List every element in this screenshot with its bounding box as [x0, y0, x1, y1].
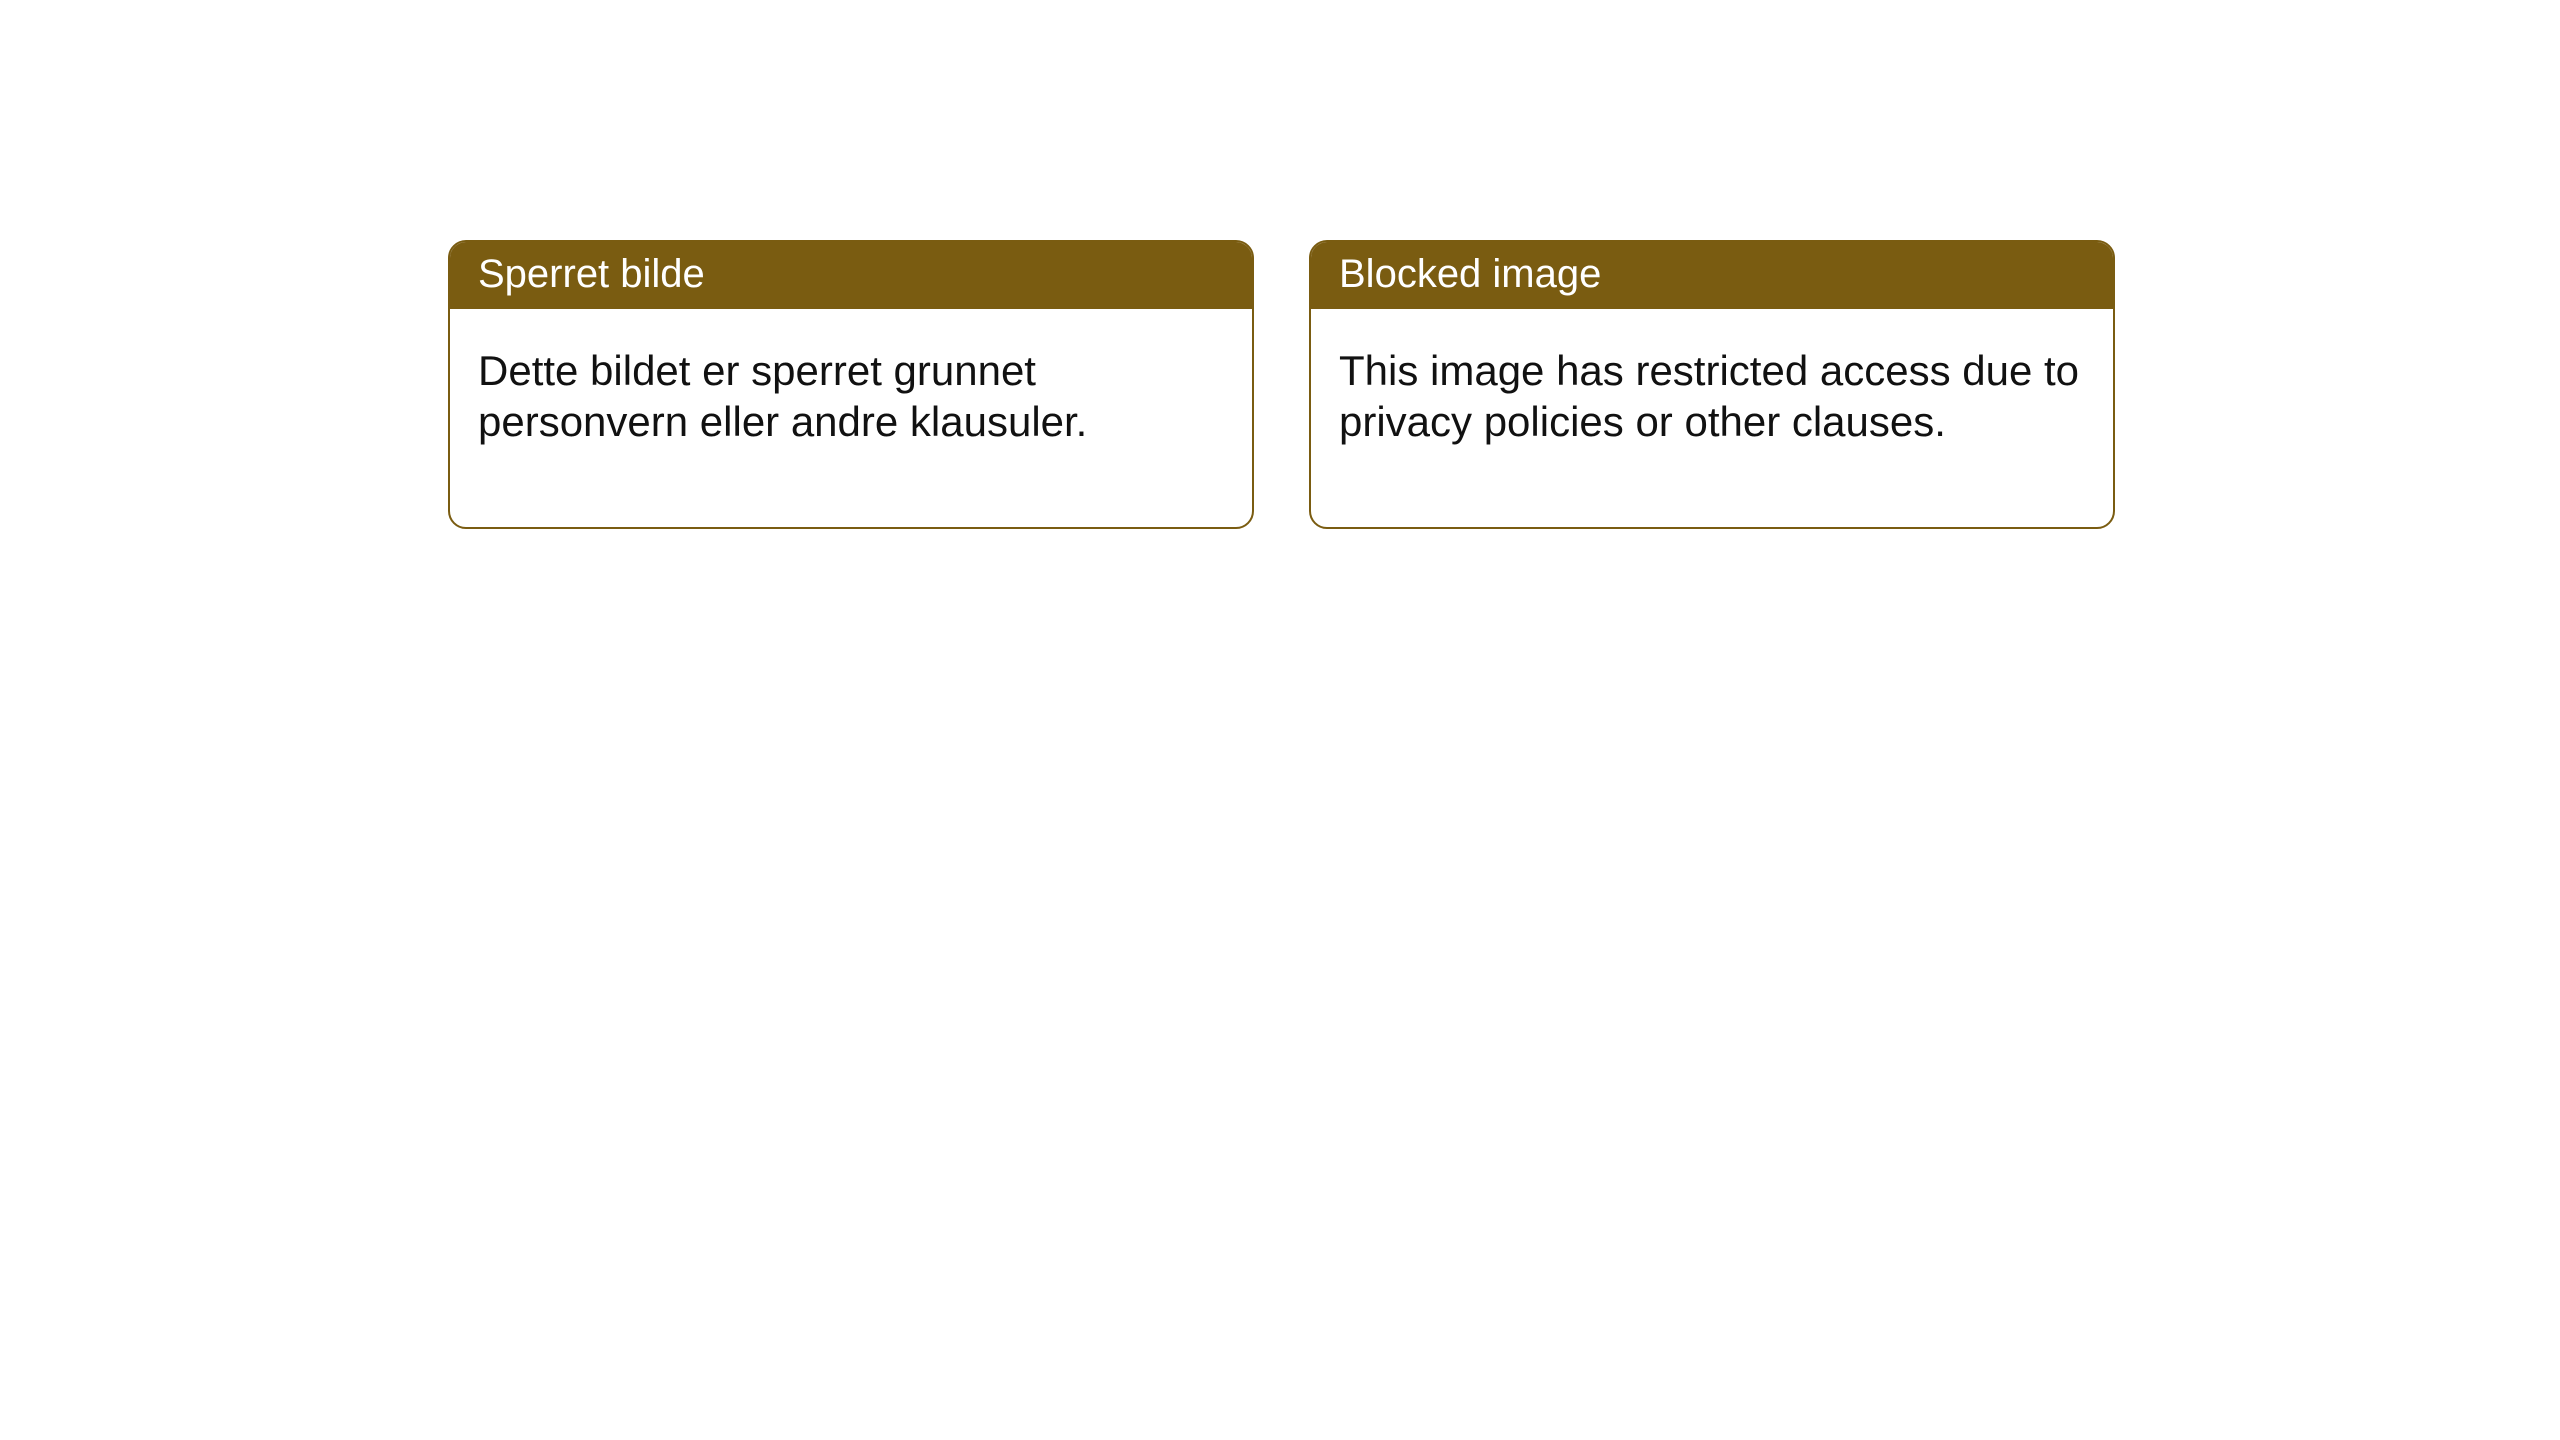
card-title: Sperret bilde [478, 252, 705, 296]
card-body: This image has restricted access due to … [1311, 309, 2113, 487]
card-body-text: Dette bildet er sperret grunnet personve… [478, 347, 1087, 445]
notice-cards-row: Sperret bilde Dette bildet er sperret gr… [448, 240, 2560, 529]
notice-card-norwegian: Sperret bilde Dette bildet er sperret gr… [448, 240, 1254, 529]
card-body: Dette bildet er sperret grunnet personve… [450, 309, 1252, 527]
card-header: Blocked image [1311, 242, 2113, 309]
card-header: Sperret bilde [450, 242, 1252, 309]
card-title: Blocked image [1339, 252, 1601, 296]
card-body-text: This image has restricted access due to … [1339, 347, 2079, 445]
notice-card-english: Blocked image This image has restricted … [1309, 240, 2115, 529]
